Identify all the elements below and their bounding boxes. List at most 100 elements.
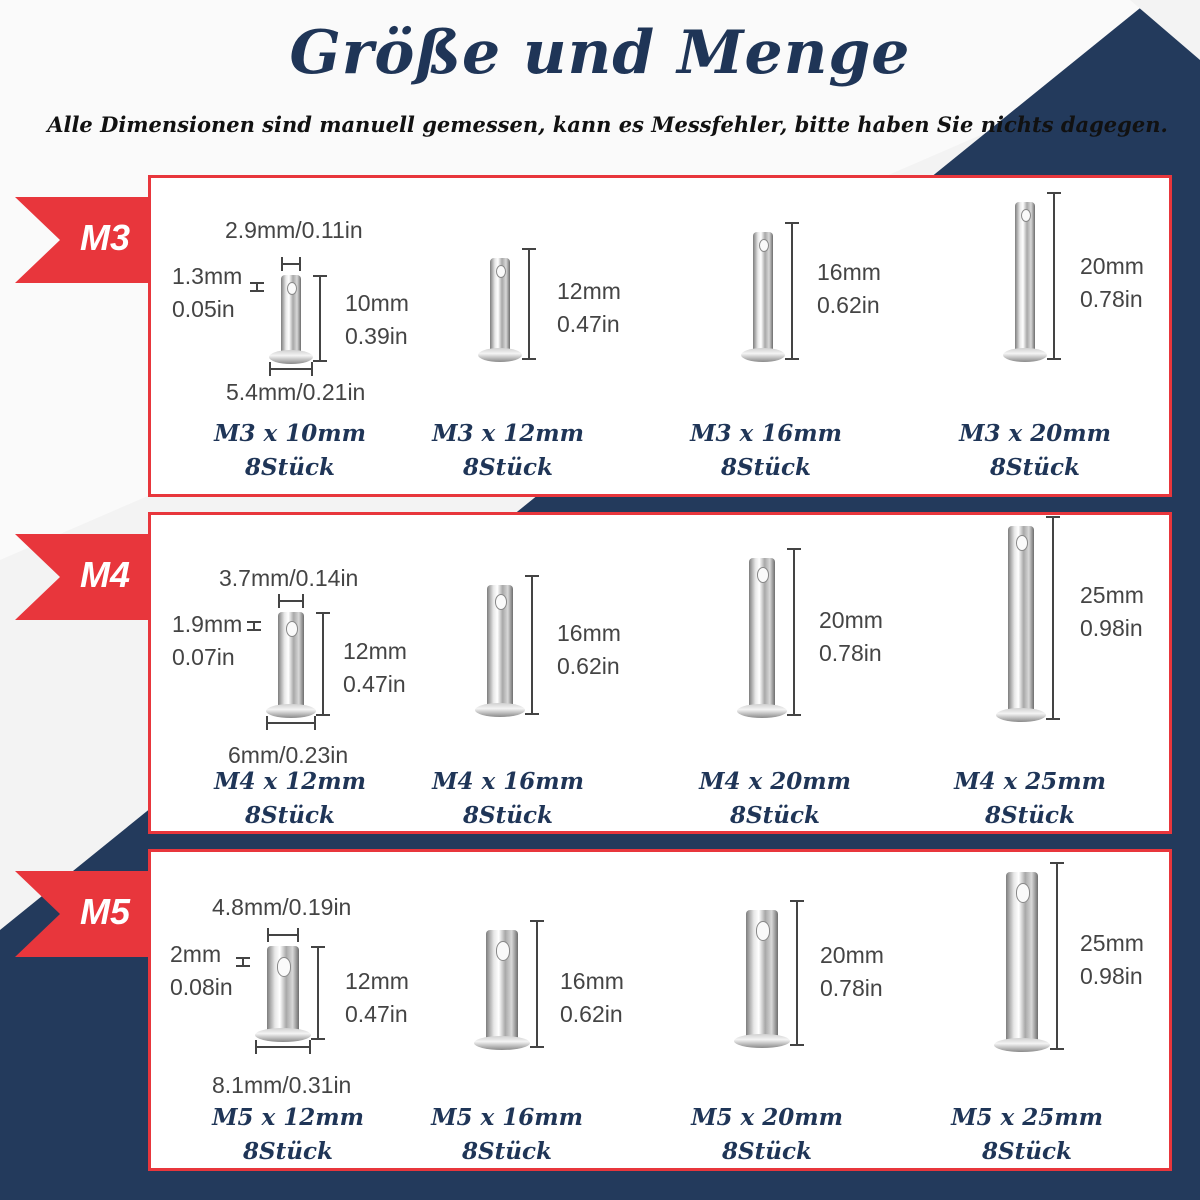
item-quantity: 8Stück	[245, 802, 335, 829]
ribbon-label: M4	[79, 554, 130, 595]
hole-line	[247, 621, 261, 632]
size-ribbon-m3	[15, 197, 148, 283]
item-quantity: 8Stück	[462, 1138, 552, 1165]
item-size-label: M4 x 12mm	[214, 768, 366, 795]
item-quantity: 8Stück	[243, 1138, 333, 1165]
length-dimension-line	[785, 222, 799, 360]
length-in: 0.62in	[560, 1001, 623, 1027]
item-quantity: 8Stück	[985, 802, 1075, 829]
length-mm: 12mm	[343, 638, 407, 664]
size-ribbon-m5	[15, 871, 148, 957]
top-width-dimension: 4.8mm/0.19in	[212, 894, 352, 920]
item-quantity: 8Stück	[982, 1138, 1072, 1165]
item-size-label: M5 x 20mm	[691, 1104, 843, 1131]
pin-head	[1003, 348, 1047, 362]
top-width-dimension: 3.7mm/0.14in	[219, 565, 359, 591]
length-in: 0.39in	[345, 323, 408, 349]
length-mm: 20mm	[819, 607, 883, 633]
length-dimension-line	[311, 946, 325, 1040]
length-mm: 12mm	[345, 968, 409, 994]
head-width-dimension: 6mm/0.23in	[228, 742, 349, 768]
pin-shaft	[1015, 202, 1035, 352]
pin-hole	[755, 921, 771, 941]
head-width-dimension: 8.1mm/0.31in	[212, 1072, 352, 1098]
length-in: 0.62in	[557, 653, 620, 679]
hole-mm: 1.3mm	[172, 263, 243, 289]
pin-head	[734, 1034, 790, 1048]
head-width-line	[266, 716, 316, 730]
size-ribbon-m4	[15, 534, 148, 620]
item-quantity: 8Stück	[730, 802, 820, 829]
length-in: 0.98in	[1080, 963, 1143, 989]
item-size-label: M5 x 25mm	[951, 1104, 1103, 1131]
head-width-line	[255, 1040, 311, 1054]
item-size-label: M3 x 12mm	[432, 420, 584, 447]
top-width-dimension: 2.9mm/0.11in	[225, 217, 363, 243]
hole-line	[236, 957, 250, 968]
length-dimension-line	[316, 612, 330, 716]
pin-shaft	[490, 258, 510, 352]
item-quantity: 8Stück	[463, 454, 553, 481]
pin-head	[269, 350, 313, 364]
item-size-label: M3 x 20mm	[959, 420, 1111, 447]
pin-head	[996, 708, 1046, 722]
ribbon-label: M3	[79, 217, 130, 258]
top-width-line	[281, 257, 301, 271]
length-dimension-line	[787, 548, 801, 716]
length-in: 0.62in	[817, 292, 880, 318]
pin-head	[478, 348, 522, 362]
length-dimension-line	[1050, 862, 1064, 1050]
length-in: 0.78in	[1080, 286, 1143, 312]
pin-head	[255, 1028, 311, 1042]
size-panel-m4	[148, 512, 1172, 834]
item-quantity: 8Stück	[463, 802, 553, 829]
length-mm: 20mm	[820, 942, 884, 968]
length-mm: 10mm	[345, 290, 409, 316]
length-mm: 16mm	[557, 620, 621, 646]
length-in: 0.98in	[1080, 615, 1143, 641]
pin-head	[266, 704, 316, 718]
page-subtitle: Alle Dimensionen sind manuell gemessen, …	[47, 112, 1168, 137]
item-quantity: 8Stück	[721, 454, 811, 481]
length-dimension-line	[522, 248, 536, 360]
length-mm: 25mm	[1080, 930, 1144, 956]
length-in: 0.78in	[819, 640, 882, 666]
length-in: 0.47in	[345, 1001, 408, 1027]
ribbon-label: M5	[79, 891, 130, 932]
item-size-label: M5 x 12mm	[212, 1104, 364, 1131]
item-size-label: M3 x 10mm	[214, 420, 366, 447]
length-mm: 25mm	[1080, 582, 1144, 608]
length-in: 0.47in	[557, 311, 620, 337]
pin-head	[475, 703, 525, 717]
pin-hole	[1015, 535, 1029, 552]
length-dimension-line	[313, 275, 327, 362]
page-title: Größe und Menge	[289, 18, 911, 88]
length-mm: 16mm	[817, 259, 881, 285]
pin-head	[474, 1036, 530, 1050]
pin-shaft	[753, 232, 773, 352]
item-quantity: 8Stück	[990, 454, 1080, 481]
hole-in: 0.07in	[172, 644, 235, 670]
length-in: 0.47in	[343, 671, 406, 697]
length-mm: 16mm	[560, 968, 624, 994]
pin-hole	[494, 594, 508, 611]
pin-hole	[276, 957, 292, 977]
size-panel-m3	[148, 175, 1172, 497]
item-size-label: M4 x 25mm	[954, 768, 1106, 795]
item-quantity: 8Stück	[245, 454, 335, 481]
length-dimension-line	[530, 920, 544, 1048]
item-size-label: M3 x 16mm	[690, 420, 842, 447]
item-size-label: M4 x 20mm	[699, 768, 851, 795]
pin-hole	[285, 621, 299, 638]
item-quantity: 8Stück	[722, 1138, 812, 1165]
top-width-line	[267, 928, 299, 942]
length-dimension-line	[1047, 192, 1061, 360]
length-mm: 12mm	[557, 278, 621, 304]
pin-head	[741, 348, 785, 362]
length-dimension-line	[525, 575, 539, 715]
pin-hole	[496, 265, 506, 278]
length-in: 0.78in	[820, 975, 883, 1001]
top-width-line	[278, 594, 304, 608]
head-width-line	[269, 362, 313, 376]
length-mm: 20mm	[1080, 253, 1144, 279]
